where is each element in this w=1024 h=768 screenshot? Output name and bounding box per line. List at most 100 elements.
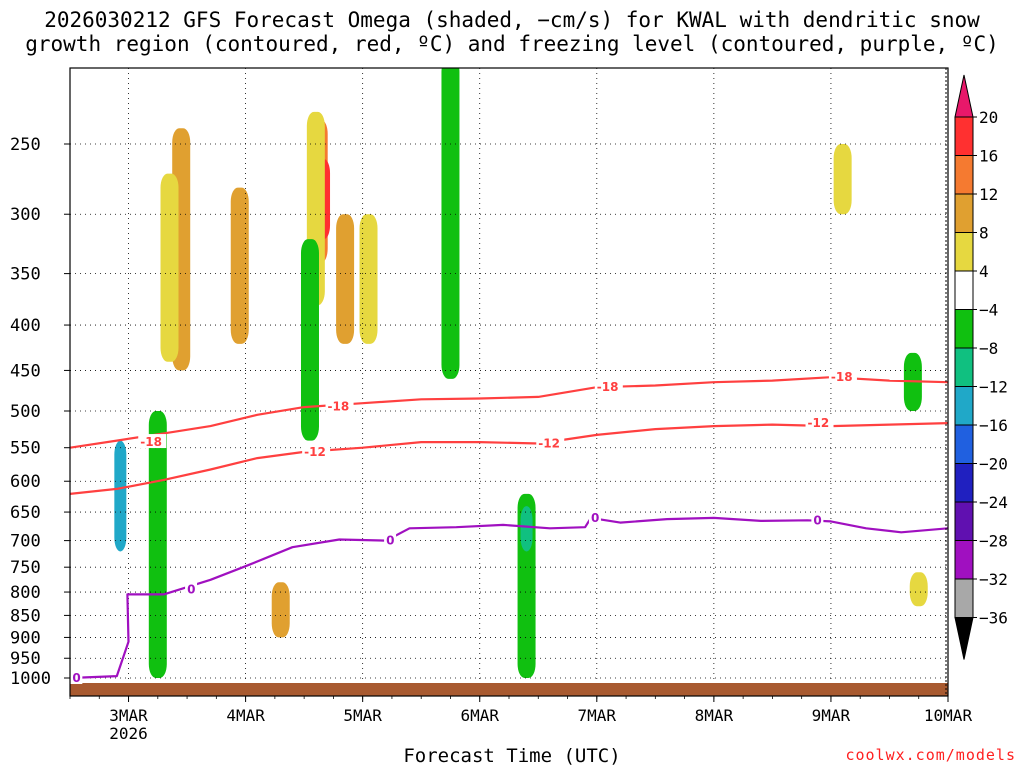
contour-label-bg: [594, 379, 623, 394]
pressure-tick-label: 300: [10, 205, 41, 225]
time-tick-label: 9MAR: [812, 706, 851, 725]
pressure-tick-label: 750: [10, 558, 41, 578]
pressure-tick-label: 350: [10, 265, 41, 285]
colorbar-segment: [954, 232, 974, 272]
contour-label: -18: [597, 380, 619, 394]
colorbar-label: −24: [979, 493, 1008, 512]
omega-cell: [114, 440, 127, 552]
contour-layer: -18 -18 -18 -18 -12 -12 -12 0 0 0 0 0: [70, 369, 948, 685]
time-tick-label: 6MAR: [460, 706, 499, 725]
colorbar-label: −28: [979, 532, 1008, 551]
pressure-tick-label: 250: [10, 135, 41, 155]
contour-label-bg: [384, 532, 397, 547]
chart-title: 2026030212 GFS Forecast Omega (shaded, −…: [25, 8, 999, 56]
colorbar-segment: [954, 193, 974, 233]
pressure-tick-label: 800: [10, 583, 41, 603]
omega-shading-layer: [114, 68, 928, 678]
colorbar-segment: [954, 463, 974, 503]
colorbar-bottom-arrow: [954, 617, 974, 660]
colorbar-segment: [954, 116, 974, 156]
colorbar-segment: [954, 386, 974, 426]
plot-background: [70, 68, 948, 696]
colorbar-label: 20: [979, 108, 998, 127]
contour-label-bg: [536, 435, 565, 450]
pressure-tick-label: 600: [10, 472, 41, 492]
time-tick-label: 4MAR: [226, 706, 265, 725]
contour-label-bg: [828, 369, 857, 384]
contour-dgz-minus18: [70, 376, 948, 449]
colorbar-label: −8: [979, 339, 998, 358]
contour-label-bg: [185, 581, 198, 596]
contour-label: -12: [808, 416, 830, 430]
time-tick-label: 8MAR: [695, 706, 734, 725]
terrain-strip: [70, 683, 948, 696]
omega-cell: [359, 214, 378, 344]
pressure-tick-label: 550: [10, 439, 41, 459]
omega-cell: [833, 144, 852, 215]
colorbar-label: −12: [979, 378, 1008, 397]
time-tick-label: 3MAR: [109, 706, 148, 725]
contour-label: -12: [304, 445, 326, 459]
colorbar-segment: [954, 309, 974, 349]
colorbar-top-arrow: [954, 74, 974, 118]
contour-label-bg: [588, 509, 601, 524]
colorbar-label: 16: [979, 147, 998, 166]
colorbar-label: −4: [979, 301, 998, 320]
pressure-tick-label: 1000: [10, 669, 51, 689]
contour-label: -18: [328, 399, 350, 413]
colorbar-segment: [954, 578, 974, 618]
colorbar-segment: [954, 155, 974, 195]
contour-label-bg: [325, 398, 354, 413]
time-tick-label: 5MAR: [343, 706, 382, 725]
colorbar-label: 12: [979, 185, 998, 204]
contour-label: -18: [831, 370, 853, 384]
axis-layer: 2503003504004505005506006507007508008509…: [10, 135, 972, 743]
omega-cell: [271, 582, 290, 638]
contour-label: -12: [538, 436, 560, 450]
colorbar-segment: [954, 540, 974, 580]
contour-label-bg: [138, 434, 167, 449]
omega-cell: [441, 68, 460, 379]
omega-cell: [148, 411, 167, 678]
contour-label-bg: [70, 670, 83, 684]
colorbar-label: −20: [979, 455, 1008, 474]
credit-link[interactable]: coolwx.com/models: [845, 746, 1016, 764]
pressure-tick-label: 900: [10, 628, 41, 648]
colorbar-label: −32: [979, 570, 1008, 589]
contour-label: 0: [386, 534, 394, 548]
contour-label: 0: [72, 671, 80, 685]
time-tick-label: 7MAR: [578, 706, 617, 725]
x-axis-title: Forecast Time (UTC): [403, 745, 621, 767]
colorbar-segment: [954, 424, 974, 464]
contour-freezing-level: [70, 516, 948, 680]
contour-label-bg: [811, 512, 824, 527]
omega-cell: [300, 239, 319, 441]
colorbar: 20 16 12 8 4 −4 −8 −12 −16 −20 −24 −28 −32 −36: [954, 74, 1008, 660]
colorbar-label: 4: [979, 262, 989, 281]
contour-label: 0: [813, 513, 821, 527]
omega-cell: [230, 187, 249, 344]
colorbar-label: 8: [979, 224, 989, 243]
omega-cell: [160, 173, 179, 362]
colorbar-segment: [954, 347, 974, 387]
pressure-tick-label: 400: [10, 316, 41, 336]
pressure-tick-label: 850: [10, 606, 41, 626]
colorbar-segment: [954, 501, 974, 541]
contour-dgz-minus12: [70, 422, 948, 495]
pressure-tick-label: 700: [10, 532, 41, 552]
contour-label: 0: [187, 583, 195, 597]
contour-label-bg: [805, 415, 834, 430]
omega-cell: [520, 506, 533, 552]
contour-label: 0: [591, 511, 599, 525]
pressure-tick-label: 950: [10, 649, 41, 669]
omega-cell: [909, 572, 928, 607]
omega-cell: [336, 214, 355, 344]
pressure-tick-label: 500: [10, 402, 41, 422]
contour-label-bg: [302, 443, 331, 458]
time-tick-label: 10MAR: [924, 706, 973, 725]
time-tick-sublabel: 2026: [109, 724, 148, 743]
colorbar-label: −16: [979, 416, 1008, 435]
colorbar-label: −36: [979, 609, 1008, 628]
terrain-layer: [70, 683, 948, 696]
